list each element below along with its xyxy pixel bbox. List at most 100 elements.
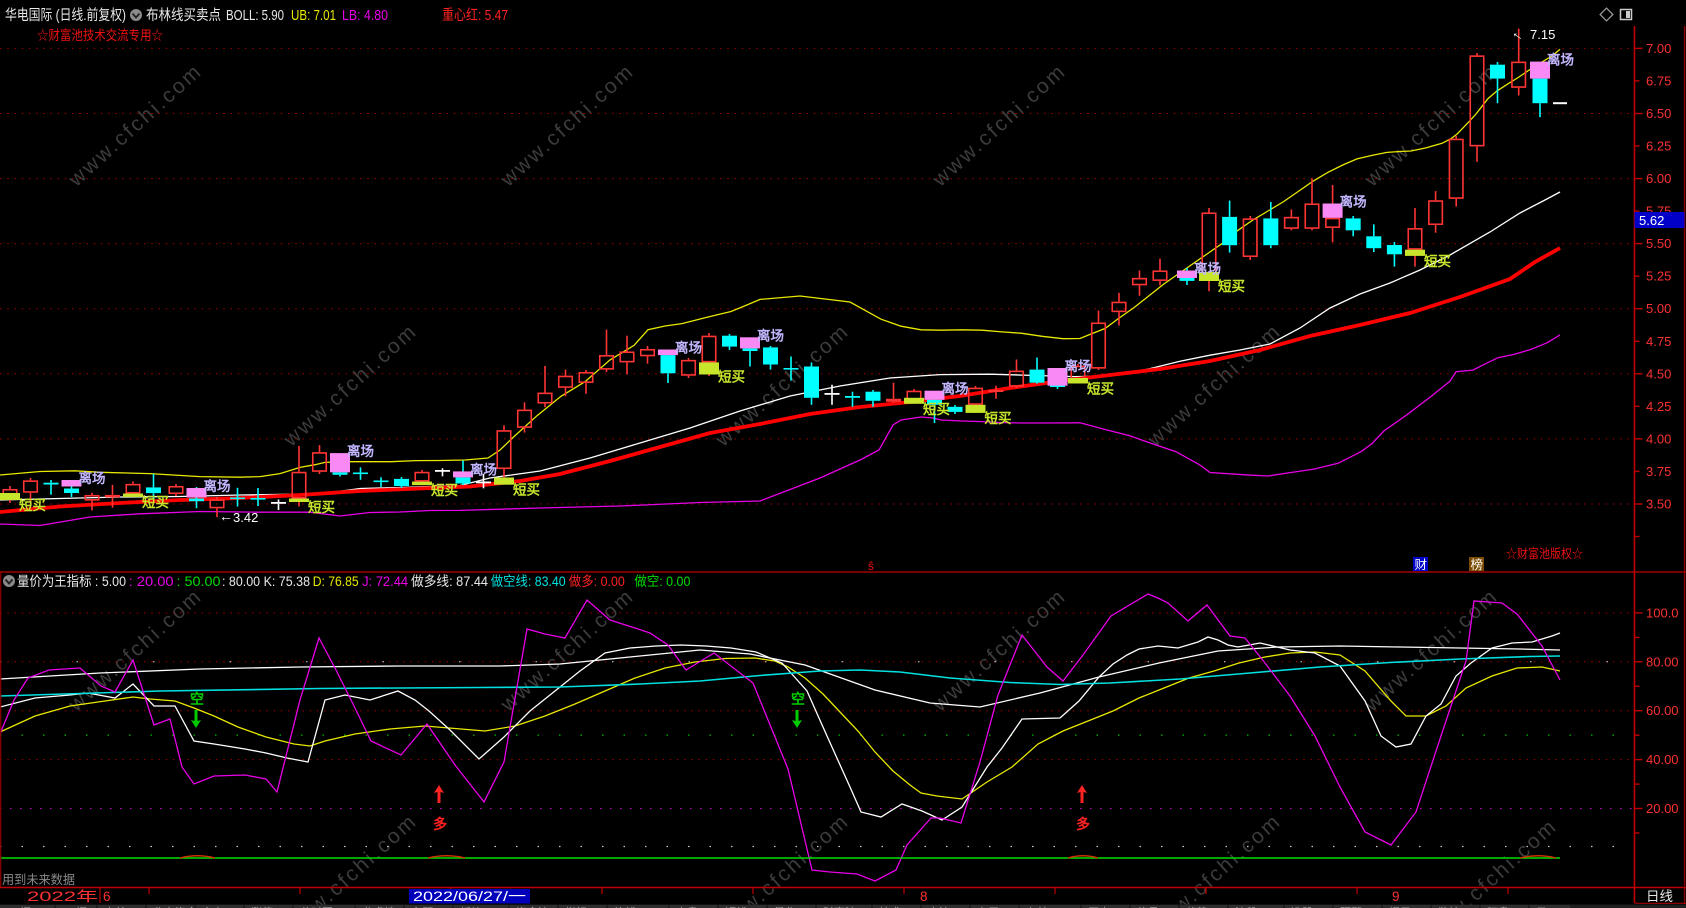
svg-text:短线: 短线: [725, 905, 747, 908]
svg-text:多: 多: [1076, 816, 1090, 832]
svg-text:空: 空: [190, 691, 204, 707]
svg-text:量价为王指标 : 5.00: 量价为王指标 : 5.00: [17, 574, 126, 589]
svg-text:离场: 离场: [757, 327, 784, 343]
svg-text:主题: 主题: [411, 906, 433, 908]
svg-text:预警: 预警: [1340, 905, 1362, 908]
svg-text:财富池: 财富池: [823, 905, 856, 908]
svg-text:短买: 短买: [985, 410, 1012, 426]
svg-text:短买: 短买: [142, 494, 169, 510]
svg-text:5.00: 5.00: [1646, 301, 1671, 316]
svg-text:龙虎榜: 龙虎榜: [362, 905, 395, 908]
svg-text:☆财富池技术交流专用☆: ☆财富池技术交流专用☆: [37, 27, 163, 43]
svg-text:☆财富池版权☆: ☆财富池版权☆: [1506, 546, 1583, 561]
svg-text:技术: 技术: [879, 906, 901, 908]
svg-text:主力: 主力: [202, 906, 224, 908]
svg-text:3.42: 3.42: [233, 510, 258, 525]
svg-text:6.00: 6.00: [1646, 171, 1671, 186]
svg-text:买卖: 买卖: [1088, 906, 1110, 908]
svg-text:5.25: 5.25: [1646, 269, 1671, 284]
svg-text:60.00: 60.00: [1646, 703, 1679, 718]
svg-text:波段: 波段: [1235, 905, 1257, 908]
svg-text:80.00: 80.00: [1646, 654, 1679, 669]
svg-text:3.75: 3.75: [1646, 464, 1671, 479]
svg-text:9: 9: [1392, 889, 1400, 904]
svg-text:D: 76.85: D: 76.85: [313, 574, 359, 589]
svg-text:6: 6: [103, 889, 111, 904]
svg-text:离场: 离场: [1547, 52, 1574, 68]
svg-text:专用: 专用: [977, 905, 999, 908]
svg-text:做多: 0.00: 做多: 0.00: [569, 573, 625, 589]
svg-text:监控: 监控: [1438, 905, 1460, 908]
svg-text:盯盘: 盯盘: [1487, 905, 1509, 908]
svg-text:#N提: #N提: [6, 906, 31, 908]
svg-text:8: 8: [920, 889, 928, 904]
svg-text:离场: 离场: [1065, 358, 1092, 374]
svg-text:量化: 量化: [774, 905, 796, 908]
svg-text:多: 多: [433, 816, 447, 832]
svg-text:LB: 4.80: LB: 4.80: [342, 8, 388, 24]
svg-text:6.50: 6.50: [1646, 106, 1671, 121]
svg-text:重心红: 5.47: 重心红: 5.47: [442, 7, 508, 24]
svg-text:离场: 离场: [675, 340, 702, 356]
svg-text:榜: 榜: [1471, 557, 1484, 572]
svg-text:分时图: 分时图: [300, 906, 333, 908]
svg-text:离场: 离场: [942, 381, 969, 397]
svg-text:短买: 短买: [1424, 253, 1451, 269]
svg-text:5.50: 5.50: [1646, 236, 1671, 251]
svg-text:做空线: 83.40: 做空线: 83.40: [491, 574, 566, 589]
svg-text:4.50: 4.50: [1646, 366, 1671, 381]
svg-text:5.62: 5.62: [1639, 213, 1664, 228]
svg-text:空: 空: [791, 691, 805, 707]
svg-text:: 50.00: : 50.00: [177, 574, 221, 589]
svg-text:涨停: 涨停: [251, 905, 273, 908]
svg-text:3.50: 3.50: [1646, 497, 1671, 512]
svg-text:做空: 0.00: 做空: 0.00: [634, 574, 690, 589]
svg-text:: 20.00: : 20.00: [129, 574, 174, 589]
svg-text:40.00: 40.00: [1646, 752, 1679, 767]
svg-text:: 80.00 K: 75.38: : 80.00 K: 75.38: [222, 574, 310, 589]
svg-text:4.75: 4.75: [1646, 334, 1671, 349]
svg-text:UB: 7.01: UB: 7.01: [291, 8, 336, 24]
svg-text:离场: 离场: [1194, 261, 1221, 277]
svg-text:离场: 离场: [347, 443, 374, 459]
svg-text:2022/06/27/一: 2022/06/27/一: [413, 889, 526, 904]
svg-text:短买: 短买: [513, 482, 540, 498]
svg-text:布林: 布林: [1026, 905, 1048, 908]
svg-text:J: 72.44: J: 72.44: [362, 574, 408, 589]
svg-text:6.75: 6.75: [1646, 73, 1671, 88]
svg-text:日线: 日线: [1646, 889, 1673, 904]
svg-text:用到未来数据: 用到未来数据: [2, 872, 75, 887]
svg-text:离场: 离场: [1340, 194, 1367, 210]
svg-text:做多线: 87.44: 做多线: 87.44: [411, 573, 488, 589]
svg-text:短买: 短买: [308, 499, 335, 515]
svg-text:资金流: 资金流: [516, 905, 549, 908]
svg-text:提示: 提示: [1389, 906, 1411, 908]
svg-text:华电国际 (日线.前复权): 华电国际 (日线.前复权): [5, 6, 126, 24]
svg-text:离场: 离场: [204, 478, 231, 494]
svg-text:BOLL: 5.90: BOLL: 5.90: [226, 8, 284, 24]
svg-text:4.25: 4.25: [1646, 399, 1671, 414]
svg-text:4.00: 4.00: [1646, 431, 1671, 446]
svg-text:短买: 短买: [1087, 381, 1114, 397]
svg-text:2022年: 2022年: [27, 889, 98, 904]
svg-text:布林线买卖点: 布林线买卖点: [146, 7, 221, 24]
svg-text:短买: 短买: [718, 368, 745, 384]
svg-text:板块: 板块: [460, 905, 482, 908]
svg-text:6.25: 6.25: [1646, 139, 1671, 154]
svg-text:100.0: 100.0: [1646, 605, 1679, 620]
svg-text:7.15: 7.15: [1530, 27, 1555, 42]
svg-text:均线: 均线: [614, 905, 636, 908]
svg-text:20.00: 20.00: [1646, 801, 1679, 816]
svg-text:交流: 交流: [928, 905, 950, 908]
svg-text:信号: 信号: [1137, 906, 1159, 908]
svg-text:短买: 短买: [1218, 278, 1245, 294]
svg-text:←: ←: [219, 508, 233, 524]
svg-text:指标: 指标: [565, 905, 587, 908]
svg-text:#N提: #N提: [62, 906, 87, 908]
svg-text:ŝ: ŝ: [868, 559, 874, 573]
svg-text:离场: 离场: [470, 461, 497, 477]
svg-text:短买: 短买: [19, 497, 46, 513]
svg-text:趋势: 趋势: [1186, 906, 1208, 908]
svg-text:7.00: 7.00: [1646, 41, 1671, 56]
svg-text:短买: 短买: [923, 401, 950, 417]
